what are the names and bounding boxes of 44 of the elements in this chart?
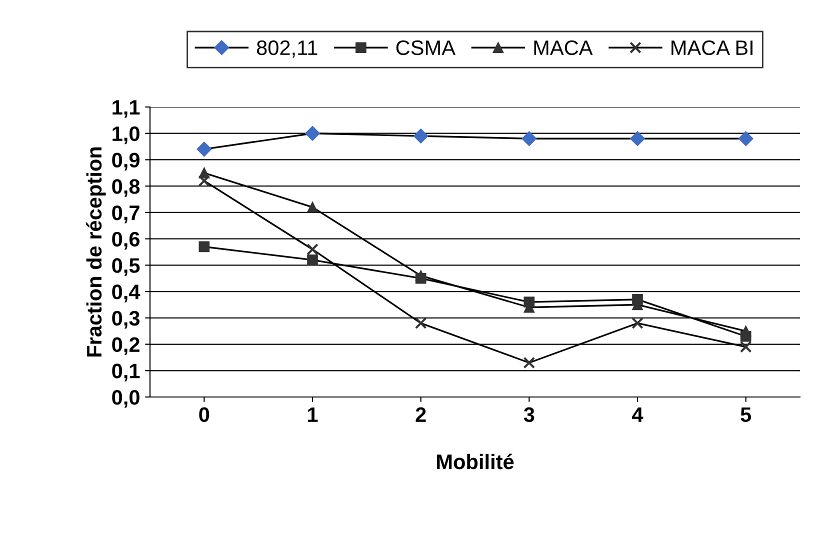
y-tick-label: 0,7 — [112, 205, 140, 224]
point — [305, 126, 320, 141]
y-tick-label: 0,0 — [112, 390, 140, 408]
point — [307, 254, 318, 266]
point — [740, 330, 752, 342]
point — [523, 356, 536, 369]
x-tick-label: 5 — [740, 407, 752, 422]
legend-label: MACA BI — [672, 40, 752, 56]
point — [415, 272, 426, 284]
point — [198, 241, 210, 252]
point — [632, 294, 643, 305]
x-axis-title: Mobilité — [437, 454, 514, 470]
point — [306, 243, 318, 256]
point — [414, 317, 427, 330]
y-tick-label: 1,1 — [112, 100, 140, 118]
x-tick-label: 3 — [524, 407, 534, 422]
x-tick-label: 1 — [308, 407, 318, 422]
legend-label: 802,11 — [256, 40, 318, 58]
point — [413, 128, 428, 144]
y-tick-label: 0,5 — [112, 258, 140, 276]
x-tick-label: 4 — [632, 407, 644, 422]
point — [198, 174, 210, 187]
y-axis-title: Fraction de réception — [86, 147, 106, 357]
y-tick-label: 1,0 — [112, 126, 140, 144]
y-tick-label: 0,8 — [112, 179, 140, 197]
point — [522, 131, 537, 146]
y-tick-label: 0,2 — [112, 337, 140, 356]
point — [740, 341, 752, 353]
point — [630, 131, 645, 146]
y-tick-label: 0,6 — [112, 232, 140, 250]
point — [632, 317, 644, 330]
point — [198, 167, 210, 178]
legend-label: CSMA — [396, 40, 456, 56]
y-tick-label: 0,4 — [112, 284, 140, 302]
y-tick-label: 0,1 — [112, 364, 140, 382]
legend-label: MACA — [534, 40, 593, 56]
x-tick-label: 0 — [199, 407, 210, 422]
point — [196, 142, 212, 157]
point — [738, 131, 754, 146]
point — [524, 296, 535, 308]
point — [307, 202, 318, 213]
y-tick-label: 0,3 — [112, 310, 140, 329]
x-tick-label: 2 — [416, 407, 426, 422]
y-tick-label: 0,9 — [112, 152, 140, 170]
